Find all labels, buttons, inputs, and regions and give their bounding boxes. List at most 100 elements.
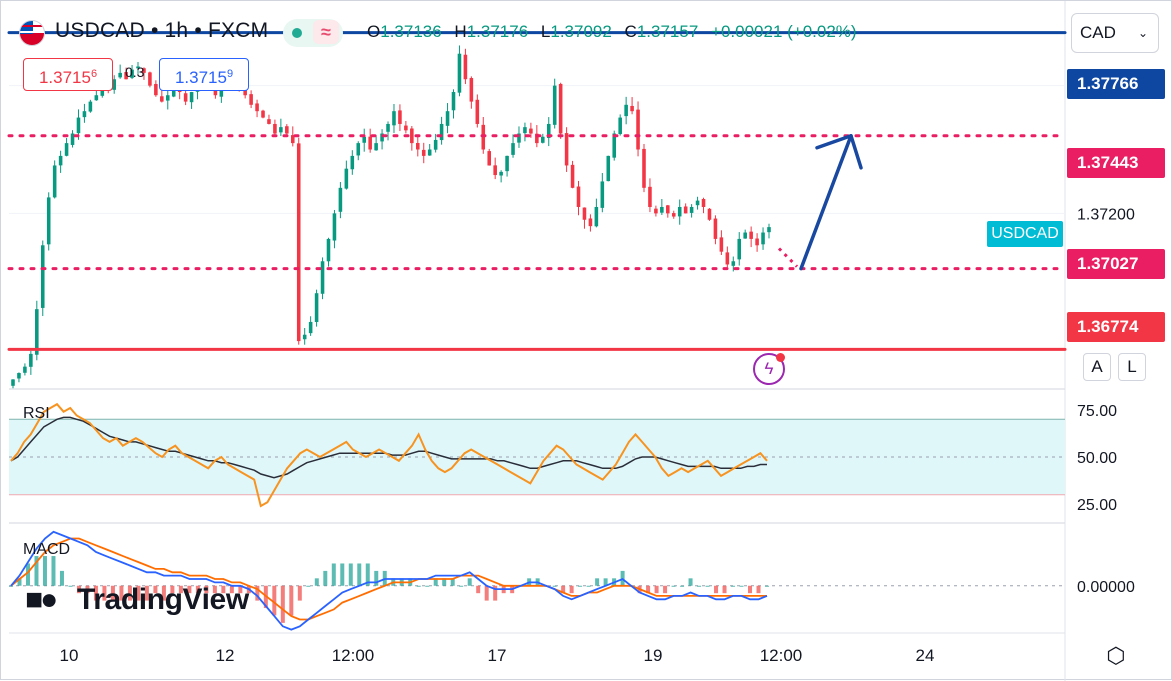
macd-signal-line	[10, 537, 767, 621]
log-scale-button[interactable]: L	[1118, 353, 1146, 381]
macd-histogram-bar	[578, 585, 583, 587]
macd-axis-tick: 0.00000	[1077, 579, 1135, 596]
candle-body	[523, 127, 527, 134]
market-status-pill[interactable]: ≈	[283, 19, 343, 47]
candle-body	[582, 207, 587, 220]
open-label: O	[367, 22, 381, 41]
close-label: C	[624, 22, 637, 41]
macd-histogram-bar	[314, 578, 319, 586]
macd-histogram-bar	[646, 585, 651, 594]
candle-body	[624, 104, 628, 117]
price-axis-tick: 1.37200	[1077, 206, 1135, 223]
candle-body	[683, 206, 688, 214]
macd-histogram-bar	[595, 578, 600, 586]
macd-histogram-bar	[552, 585, 557, 587]
candle-body	[439, 123, 444, 141]
candle-body	[618, 117, 622, 135]
candle-body	[767, 227, 771, 233]
sell-price-main: 1.3715	[38, 68, 91, 87]
macd-histogram-bar	[187, 585, 192, 594]
candle-body	[600, 181, 605, 208]
candle-body	[35, 309, 39, 355]
candle-body	[558, 83, 563, 134]
candle-body	[636, 109, 640, 150]
macd-histogram-bar	[705, 585, 710, 587]
candle-body	[445, 111, 450, 126]
buy-price-pip: 9	[226, 68, 234, 80]
macd-histogram-bar	[170, 585, 175, 594]
macd-histogram-bar	[51, 556, 56, 586]
macd-histogram-bar	[561, 585, 566, 594]
macd-histogram	[9, 556, 769, 623]
candle-body	[642, 148, 646, 188]
macd-histogram-bar	[221, 585, 226, 594]
title-separator: •	[150, 19, 159, 42]
candle-body	[76, 117, 81, 134]
candle-body	[511, 143, 515, 155]
candle-body	[487, 151, 492, 166]
candle-body	[255, 103, 259, 112]
candle-body	[404, 125, 408, 131]
candle-body	[517, 133, 521, 143]
candle-body	[427, 149, 432, 156]
candle-body	[332, 213, 337, 241]
macd-line	[10, 530, 768, 631]
candle-body	[368, 136, 372, 150]
macd-histogram-bar	[136, 585, 141, 601]
macd-histogram-bar	[569, 585, 574, 594]
candle-body	[701, 199, 706, 207]
macd-histogram-bar	[161, 585, 166, 601]
macd-histogram-bar	[748, 585, 753, 594]
macd-histogram-bar	[59, 570, 64, 586]
candle-body	[249, 94, 253, 105]
market-open-dot-icon	[292, 28, 302, 38]
candle-body	[273, 123, 277, 134]
symbol-title[interactable]: USDCAD • 1h • FXCM	[55, 19, 268, 43]
candle-body	[743, 232, 747, 239]
candle-body	[386, 123, 390, 132]
macd-histogram-bar	[663, 585, 668, 594]
spread-value: 0.3	[125, 64, 145, 80]
macd-histogram-bar	[459, 585, 464, 587]
high-value: 1.37176	[466, 22, 529, 41]
macd-histogram-bar	[289, 585, 294, 616]
sell-price-button[interactable]: 1.37156	[23, 58, 113, 91]
candle-body	[70, 133, 75, 145]
candle-body	[314, 293, 319, 323]
candle-body	[588, 218, 593, 227]
candle-body	[64, 143, 69, 156]
currency-select[interactable]: CAD ⌄	[1071, 13, 1159, 53]
macd-histogram-bar	[68, 585, 73, 587]
macd-histogram-bar	[17, 578, 22, 586]
candle-body	[552, 85, 557, 125]
candle-body	[130, 69, 134, 78]
macd-histogram-bar	[348, 563, 353, 586]
buy-price-button[interactable]: 1.37159	[159, 58, 249, 91]
lightning-alert-icon[interactable]: ϟ	[753, 353, 785, 385]
macd-histogram-bar	[416, 585, 421, 587]
chevron-down-icon: ⌄	[1137, 26, 1148, 40]
macd-histogram-bar	[484, 585, 489, 601]
candle-body	[689, 206, 694, 213]
candle-body	[148, 72, 152, 86]
macd-histogram-bar	[255, 585, 260, 601]
time-axis-label: 12:00	[760, 646, 803, 665]
macd-histogram-bar	[756, 585, 761, 594]
rsi-line	[10, 402, 768, 508]
candle-body	[380, 133, 384, 142]
auto-scale-button[interactable]: A	[1083, 353, 1111, 381]
candle-body	[344, 168, 349, 189]
candle-body	[529, 128, 533, 134]
candle-body	[338, 187, 343, 212]
candle-body	[160, 96, 164, 102]
candle-body	[570, 164, 575, 188]
macd-histogram-bar	[280, 585, 285, 623]
macd-histogram-bar	[476, 585, 481, 594]
candle-body	[392, 111, 396, 126]
candle-body	[356, 143, 361, 156]
tilde-wave-icon[interactable]: ≈	[313, 20, 339, 44]
time-axis-label: 12:00	[332, 646, 375, 665]
candle-body	[737, 238, 742, 260]
settings-hexagon-icon[interactable]: ⬡	[1106, 643, 1126, 668]
